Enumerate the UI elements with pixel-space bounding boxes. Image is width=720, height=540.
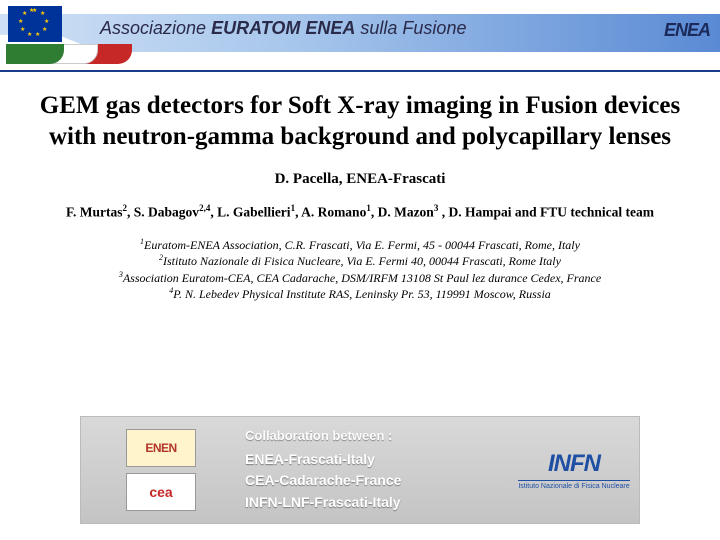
infn-logo: INFN — [548, 450, 600, 478]
collab-logo-right: INFN Istituto Nazionale di Fisica Nuclea… — [509, 417, 639, 523]
italy-ribbon-icon — [6, 44, 126, 64]
authors-line: F. Murtas2, S. Dabagov2,4, L. Gabellieri… — [34, 202, 686, 222]
header-banner: ★★ ★★ ★★ ★★ ★★ Associazione EURATOM ENEA… — [0, 0, 720, 72]
collab-heading: Collaboration between : — [245, 426, 509, 446]
eu-stars-icon: ★★ ★★ ★★ ★★ ★★ — [20, 9, 50, 39]
affiliation-line: 1Euratom-ENEA Association, C.R. Frascati… — [34, 237, 686, 253]
enea-logo: ENEA — [664, 20, 710, 41]
eu-flag-icon: ★★ ★★ ★★ ★★ ★★ — [8, 6, 62, 42]
infn-subtext: Istituto Nazionale di Fisica Nucleare — [518, 480, 629, 490]
collab-line-1: ENEA-Frascati-Italy — [245, 449, 509, 471]
banner-strong: EURATOM ENEA — [211, 18, 355, 38]
slide-title: GEM gas detectors for Soft X-ray imaging… — [34, 90, 686, 153]
banner-title: Associazione EURATOM ENEA sulla Fusione — [100, 18, 466, 39]
collab-logos-left: ENEN cea — [81, 417, 241, 523]
collab-line-2: CEA-Cadarache-France — [245, 470, 509, 492]
cea-logo: cea — [126, 473, 196, 511]
collab-text: Collaboration between : ENEA-Frascati-It… — [241, 426, 509, 513]
collab-line-3: INFN-LNF-Frascati-Italy — [245, 492, 509, 514]
affiliation-line: 4P. N. Lebedev Physical Institute RAS, L… — [34, 286, 686, 302]
banner-prefix: Associazione — [100, 18, 211, 38]
affiliations-block: 1Euratom-ENEA Association, C.R. Frascati… — [34, 237, 686, 302]
presenter-line: D. Pacella, ENEA-Frascati — [34, 171, 686, 188]
affiliation-line: 2Istituto Nazionale di Fisica Nucleare, … — [34, 253, 686, 269]
banner-suffix: sulla Fusione — [355, 18, 466, 38]
affiliation-line: 3Association Euratom-CEA, CEA Cadarache,… — [34, 270, 686, 286]
collaboration-box: ENEN cea Collaboration between : ENEA-Fr… — [80, 416, 640, 524]
enea-small-logo: ENEN — [126, 429, 196, 467]
slide-content: GEM gas detectors for Soft X-ray imaging… — [0, 72, 720, 302]
